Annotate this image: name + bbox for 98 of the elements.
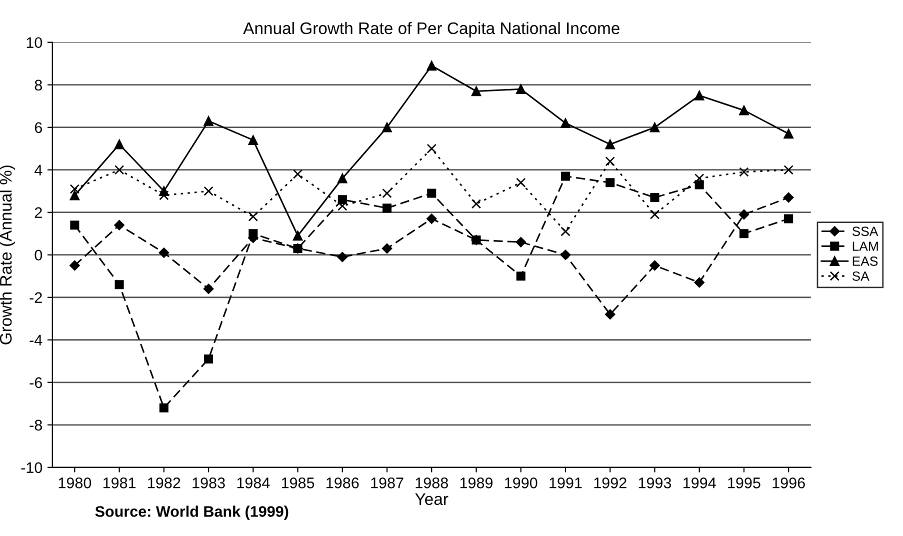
point (426, 214, 437, 224)
legend-label: EAS (852, 256, 878, 266)
point (293, 244, 302, 254)
point (292, 169, 303, 179)
y-tick-label: -4 (30, 334, 42, 346)
point (739, 167, 749, 177)
point (784, 214, 794, 224)
point (560, 118, 570, 128)
x-tick-label: 1983 (192, 478, 225, 488)
point (694, 90, 704, 100)
point (114, 164, 124, 175)
y-tick-label: 2 (34, 207, 42, 218)
point (516, 178, 526, 188)
point (114, 220, 124, 230)
x-tick-label: 1996 (772, 478, 805, 488)
point (382, 188, 392, 198)
x-tick-label: 1988 (416, 478, 448, 488)
point (604, 309, 616, 320)
point (472, 235, 481, 245)
y-tick-label: -2 (30, 292, 42, 303)
legend-label: LAM (852, 242, 878, 251)
source-note: Source: World Bank (1999) (95, 506, 288, 520)
point (560, 226, 570, 236)
point (783, 192, 794, 203)
point (248, 229, 258, 238)
point (70, 184, 80, 194)
y-tick-label: 8 (34, 80, 42, 91)
point (337, 252, 348, 262)
point (114, 280, 124, 290)
x-tick-label: 1989 (460, 478, 493, 488)
point (516, 237, 526, 248)
point (338, 174, 348, 184)
point (382, 243, 392, 254)
point (292, 230, 303, 241)
point (560, 250, 571, 260)
point (427, 188, 436, 198)
y-tick-label: 10 (26, 37, 42, 48)
point (605, 139, 615, 150)
point (70, 220, 80, 230)
y-tick-label: -10 (21, 462, 42, 474)
x-tick-label: 1987 (371, 478, 404, 488)
point (738, 209, 750, 220)
point (694, 277, 704, 288)
x-tick-label: 1981 (103, 478, 136, 488)
point (426, 60, 436, 71)
x-tick-label: 1994 (684, 478, 716, 488)
point (204, 116, 214, 126)
x-tick-label: 1990 (505, 478, 538, 488)
legend-label: SA (852, 271, 870, 281)
y-tick-label: 0 (34, 250, 42, 261)
point (606, 178, 615, 188)
x-tick-label: 1991 (550, 478, 582, 488)
point (248, 212, 258, 222)
point (739, 105, 749, 116)
x-tick-label: 1984 (237, 478, 270, 488)
point (471, 199, 482, 209)
x-tick-label: 1985 (282, 478, 314, 488)
point (70, 260, 80, 271)
point (739, 229, 748, 238)
x-tick-label: 1982 (148, 478, 180, 488)
point (650, 210, 660, 220)
x-tick-label: 1986 (326, 478, 359, 488)
point (784, 164, 794, 175)
y-tick-label: -8 (30, 420, 42, 431)
x-axis-title: Year (415, 493, 448, 505)
point (382, 204, 392, 213)
point (784, 128, 794, 139)
point (694, 174, 704, 184)
point (650, 260, 660, 271)
x-tick-label: 1992 (594, 478, 626, 488)
x-tick-label: 1995 (728, 478, 760, 488)
y-tick-label: -6 (30, 377, 42, 388)
x-tick-label: 1993 (638, 478, 672, 488)
point (114, 139, 124, 150)
point (605, 156, 615, 166)
point (650, 192, 660, 202)
point (650, 122, 660, 132)
point (426, 144, 436, 154)
point (159, 190, 169, 200)
point (204, 354, 214, 364)
point (382, 122, 392, 132)
point (70, 190, 80, 200)
point (204, 186, 214, 196)
y-tick-label: 6 (34, 122, 42, 134)
point (248, 135, 258, 145)
point (203, 284, 214, 294)
y-tick-label: 4 (34, 164, 42, 176)
point (338, 195, 347, 204)
x-tick-label: 1980 (58, 478, 92, 488)
point (560, 172, 570, 181)
chart-title: Annual Growth Rate of Per Capita National Income (243, 22, 620, 38)
point (471, 86, 482, 96)
point (516, 272, 526, 281)
point (516, 84, 526, 94)
legend-label: SSA (852, 226, 878, 236)
point (158, 248, 170, 258)
point (159, 403, 168, 412)
point (338, 201, 348, 211)
